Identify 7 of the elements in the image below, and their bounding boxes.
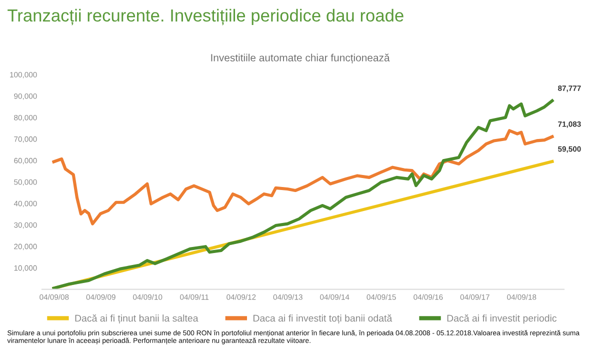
chart-subtitle: Investitiile automate chiar funcționează (211, 54, 390, 64)
line-series (52, 129, 554, 226)
chart-title: Tranzacții recurente. Investițiile periodice dau roade (8, 8, 404, 26)
legend-label: Dacă ai fi investit periodic (447, 314, 557, 324)
line-series (52, 99, 554, 290)
legend-label: Dacă ai fi ținut banii la saltea (75, 314, 198, 324)
legend-label: Daca ai fi investit toți banii odată (253, 314, 392, 324)
